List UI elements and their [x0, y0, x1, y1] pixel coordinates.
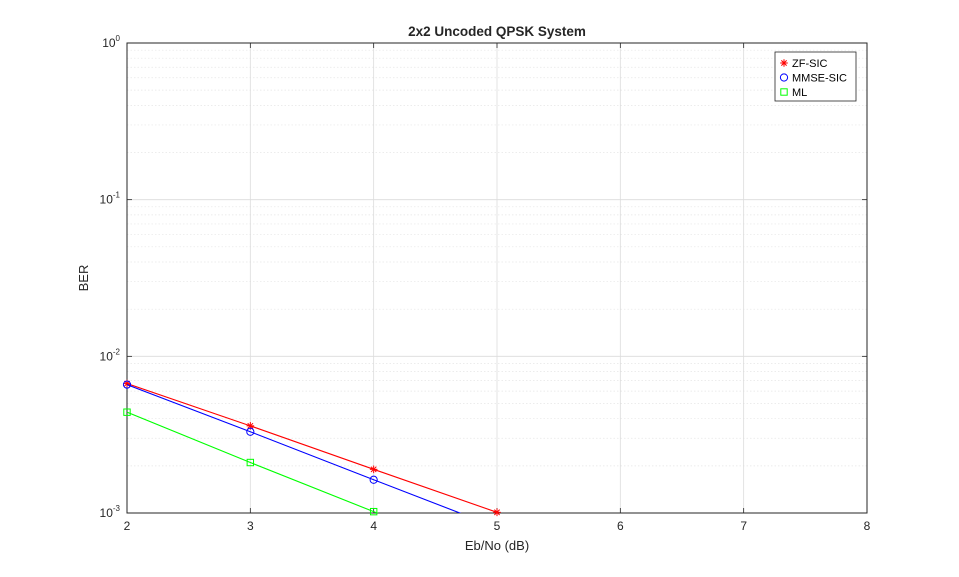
- y-tick-base: 10: [100, 506, 114, 520]
- series-line-zf-sic: [127, 383, 498, 513]
- grid: [127, 43, 867, 513]
- x-tick-label: 5: [494, 519, 501, 533]
- legend-box: [774, 51, 857, 102]
- y-tick-exponent: -1: [113, 191, 121, 200]
- legend-label-mmse-sic: MMSE-SIC: [792, 73, 847, 85]
- series-line-mmse-sic: [127, 384, 462, 513]
- x-axis-label: Eb/No (dB): [465, 538, 529, 553]
- x-tick-label: 4: [370, 519, 377, 533]
- x-tick-label: 8: [864, 519, 871, 533]
- y-tick-label: 10-1: [100, 191, 121, 207]
- series-line-ml: [127, 411, 379, 513]
- y-tick-exponent: 0: [116, 34, 121, 43]
- legend-marker-zf-sic: [780, 59, 788, 67]
- data-point-zf-sic: [369, 465, 378, 474]
- series-mmse-sic: [127, 384, 462, 513]
- y-tick-exponent: -3: [113, 504, 121, 513]
- data-point-mmse-sic: [122, 380, 132, 389]
- y-tick-base: 10: [102, 36, 116, 50]
- y-tick-label: 10-2: [100, 347, 121, 363]
- data-point-mmse-sic: [246, 427, 255, 436]
- chart-title: 2x2 Uncoded QPSK System: [408, 24, 586, 39]
- legend-label-ml: ML: [792, 87, 807, 99]
- series-zf-sic: [127, 383, 498, 513]
- data-point-mmse-sic: [369, 475, 378, 484]
- x-tick-label: 6: [617, 519, 624, 533]
- x-tick-label: 7: [740, 519, 747, 533]
- y-tick-label: 100: [102, 34, 120, 50]
- data-point-zf-sic: [493, 508, 501, 517]
- legend-marker-mmse-sic: [779, 73, 789, 82]
- legend-marker-ml: [780, 88, 788, 96]
- data-point-ml: [369, 507, 378, 516]
- y-axis-label: BER: [76, 265, 91, 292]
- series-ml: [127, 411, 379, 513]
- y-tick-base: 10: [100, 349, 114, 363]
- data-point-ml: [246, 458, 255, 467]
- y-tick-base: 10: [100, 193, 114, 207]
- data-point-ml: [123, 408, 131, 416]
- x-tick-label: 3: [247, 519, 254, 533]
- x-tick-label: 2: [124, 519, 131, 533]
- legend: ZF-SIC MMSE-SIC ML: [774, 51, 857, 102]
- y-tick-label: 10-3: [100, 504, 121, 520]
- y-tick-exponent: -2: [113, 347, 121, 356]
- legend-label-zf-sic: ZF-SIC: [792, 58, 827, 70]
- series: [122, 379, 501, 517]
